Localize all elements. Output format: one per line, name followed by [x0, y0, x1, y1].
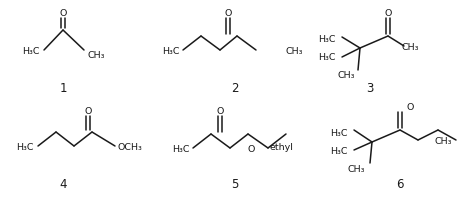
Text: CH₃: CH₃ — [348, 165, 365, 173]
Text: O: O — [84, 108, 91, 116]
Text: 2: 2 — [231, 82, 239, 94]
Text: H₃C: H₃C — [330, 147, 347, 155]
Text: O: O — [248, 146, 255, 154]
Text: 6: 6 — [396, 179, 404, 191]
Text: CH₃: CH₃ — [402, 44, 419, 52]
Text: H₃C: H₃C — [22, 48, 39, 56]
Text: 4: 4 — [59, 179, 67, 191]
Text: H₃C: H₃C — [318, 53, 336, 63]
Text: CH₃: CH₃ — [435, 137, 453, 147]
Text: O: O — [384, 10, 392, 18]
Text: H₃C: H₃C — [330, 129, 347, 137]
Text: O: O — [406, 104, 414, 112]
Text: CH₃: CH₃ — [286, 48, 303, 56]
Text: H₃C: H₃C — [16, 144, 34, 152]
Text: 1: 1 — [59, 82, 67, 94]
Text: H₃C: H₃C — [318, 35, 336, 45]
Text: CH₃: CH₃ — [338, 71, 356, 81]
Text: O: O — [59, 10, 67, 18]
Text: OCH₃: OCH₃ — [118, 144, 143, 152]
Text: 3: 3 — [366, 82, 374, 94]
Text: 5: 5 — [231, 179, 239, 191]
Text: H₃C: H₃C — [162, 48, 180, 56]
Text: CH₃: CH₃ — [88, 51, 106, 61]
Text: ethyl: ethyl — [270, 144, 294, 152]
Text: O: O — [216, 108, 224, 116]
Text: O: O — [224, 10, 232, 18]
Text: H₃C: H₃C — [172, 146, 190, 154]
